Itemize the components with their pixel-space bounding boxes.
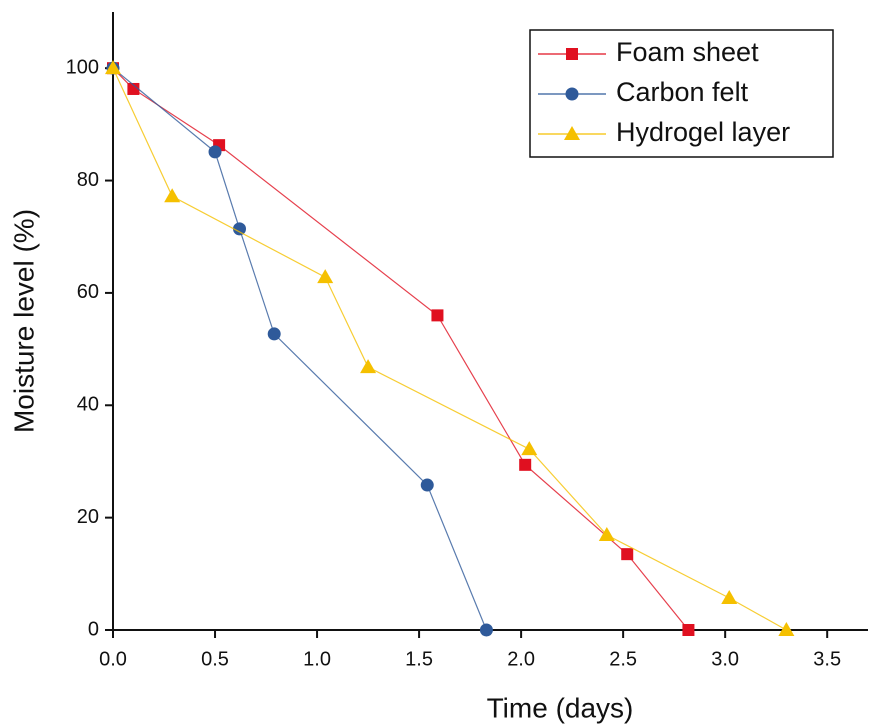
y-tick-label: 60 xyxy=(77,281,99,303)
x-tick-label: 1.0 xyxy=(303,648,331,670)
x-axis-label: Time (days) xyxy=(487,692,634,723)
data-point xyxy=(164,188,181,203)
x-tick-label: 0.0 xyxy=(99,648,127,670)
y-axis-label: Moisture level (%) xyxy=(8,209,39,433)
data-point xyxy=(317,269,334,284)
data-point xyxy=(621,548,634,561)
data-point xyxy=(521,441,538,456)
x-tick-label: 2.0 xyxy=(507,648,535,670)
y-tick-label: 0 xyxy=(88,618,99,640)
data-point xyxy=(431,309,444,322)
legend-label: Carbon felt xyxy=(616,77,749,107)
data-point xyxy=(127,82,140,95)
data-point xyxy=(360,359,377,374)
legend-marker xyxy=(564,126,580,140)
series-line xyxy=(112,67,787,631)
x-tick-label: 0.5 xyxy=(201,648,229,670)
data-point xyxy=(682,624,695,636)
y-tick-label: 100 xyxy=(66,56,99,78)
series-line xyxy=(112,67,487,631)
y-tick-label: 80 xyxy=(77,169,99,191)
legend-label: Hydrogel layer xyxy=(616,117,790,147)
data-point xyxy=(233,222,247,236)
legend-marker xyxy=(565,87,579,101)
data-point xyxy=(519,458,532,471)
data-point xyxy=(420,478,434,492)
data-point xyxy=(778,622,795,636)
data-point xyxy=(721,589,738,604)
data-point xyxy=(105,60,121,75)
legend-marker xyxy=(566,48,578,60)
x-tick-label: 3.5 xyxy=(813,648,841,670)
data-point xyxy=(598,527,615,542)
data-point xyxy=(208,145,222,159)
y-tick-label: 40 xyxy=(77,394,99,416)
x-tick-label: 3.0 xyxy=(711,648,739,670)
x-tick-label: 1.5 xyxy=(405,648,433,670)
legend-label: Foam sheet xyxy=(616,37,759,67)
data-point xyxy=(479,623,493,637)
y-tick-label: 20 xyxy=(77,506,99,528)
x-tick-label: 2.5 xyxy=(609,648,637,670)
data-point xyxy=(267,327,281,341)
